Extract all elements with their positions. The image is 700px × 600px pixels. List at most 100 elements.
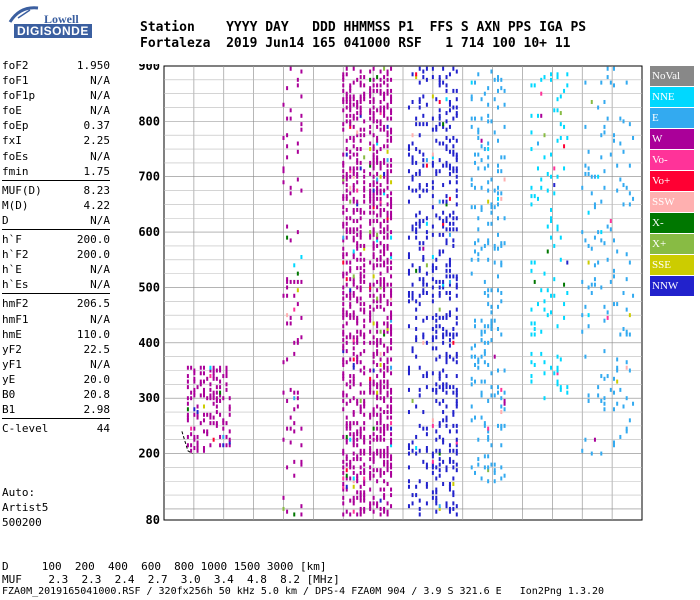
echo-point — [356, 243, 359, 248]
echo-point — [372, 299, 375, 304]
echo-point — [625, 329, 628, 334]
echo-point — [390, 180, 393, 185]
echo-point — [379, 418, 382, 423]
echo-point — [422, 426, 425, 431]
echo-point — [349, 155, 352, 160]
echo-point — [345, 277, 348, 282]
echo-point — [445, 75, 448, 80]
echo-point — [386, 243, 389, 248]
echo-point — [556, 138, 559, 143]
echo-point — [363, 169, 366, 174]
echo-point — [487, 398, 490, 403]
echo-point — [349, 105, 352, 110]
echo-point — [369, 465, 372, 470]
echo-point — [616, 379, 619, 384]
echo-point — [376, 191, 379, 196]
echo-point — [497, 288, 500, 293]
echo-point — [543, 155, 546, 160]
echo-point — [581, 230, 584, 235]
echo-point — [503, 177, 506, 182]
echo-point — [372, 335, 375, 340]
echo-point — [425, 448, 428, 453]
echo-point — [349, 113, 352, 118]
echo-point — [418, 512, 421, 517]
echo-point — [186, 396, 189, 401]
echo-point — [296, 230, 299, 235]
echo-point — [431, 285, 434, 290]
echo-point — [363, 349, 366, 354]
echo-point — [386, 326, 389, 331]
echo-point — [376, 299, 379, 304]
echo-point — [553, 108, 556, 113]
echo-point — [352, 152, 355, 157]
echo-point — [422, 188, 425, 193]
echo-point — [359, 105, 362, 110]
echo-point — [455, 321, 458, 326]
echo-point — [293, 421, 296, 426]
echo-point — [383, 288, 386, 293]
echo-point — [293, 429, 296, 434]
echo-point — [228, 412, 231, 417]
echo-point — [530, 147, 533, 152]
echo-point — [372, 205, 375, 210]
echo-point — [593, 263, 596, 268]
echo-point — [425, 158, 428, 163]
echo-point — [352, 351, 355, 356]
echo-point — [625, 307, 628, 312]
echo-point — [345, 221, 348, 226]
echo-point — [383, 246, 386, 251]
echo-point — [369, 77, 372, 82]
echo-point — [369, 473, 372, 478]
echo-point — [390, 357, 393, 362]
echo-point — [352, 396, 355, 401]
echo-point — [445, 268, 448, 273]
echo-point — [352, 476, 355, 481]
echo-point — [556, 174, 559, 179]
echo-point — [386, 235, 389, 240]
echo-point — [407, 169, 410, 174]
echo-point — [225, 421, 228, 426]
echo-point — [543, 75, 546, 80]
echo-point — [487, 141, 490, 146]
echo-point — [625, 426, 628, 431]
echo-point — [581, 448, 584, 453]
echo-point — [622, 202, 625, 207]
echo-point — [533, 194, 536, 199]
echo-point — [442, 440, 445, 445]
echo-point — [228, 407, 231, 412]
echo-point — [500, 191, 503, 196]
echo-point — [483, 360, 486, 365]
echo-point — [546, 288, 549, 293]
echo-point — [442, 482, 445, 487]
echo-point — [448, 72, 451, 77]
echo-point — [352, 169, 355, 174]
echo-point — [587, 166, 590, 171]
echo-point — [342, 160, 345, 165]
echo-point — [445, 415, 448, 420]
echo-point — [480, 207, 483, 212]
echo-point — [379, 263, 382, 268]
echo-point — [349, 199, 352, 204]
echo-point — [448, 457, 451, 462]
echo-point — [603, 318, 606, 323]
echo-point — [587, 149, 590, 154]
echo-point — [448, 448, 451, 453]
echo-point — [612, 440, 615, 445]
echo-point — [349, 191, 352, 196]
echo-point — [612, 138, 615, 143]
echo-point — [431, 387, 434, 392]
echo-point — [455, 393, 458, 398]
echo-point — [212, 401, 215, 406]
echo-point — [411, 99, 414, 104]
echo-point — [493, 97, 496, 102]
echo-point — [445, 354, 448, 359]
echo-point — [352, 166, 355, 171]
echo-point — [415, 268, 418, 273]
echo-point — [379, 296, 382, 301]
echo-point — [225, 368, 228, 373]
echo-point — [442, 335, 445, 340]
echo-point — [356, 219, 359, 224]
echo-point — [379, 188, 382, 193]
echo-point — [390, 97, 393, 102]
echo-point — [530, 307, 533, 312]
